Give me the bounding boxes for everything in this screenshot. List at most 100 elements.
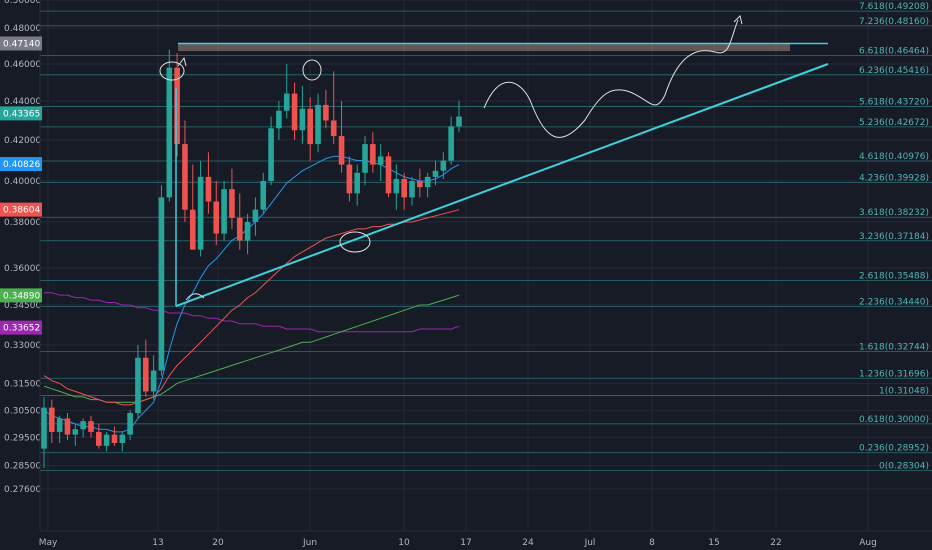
price-tag-bg [0,106,42,121]
time-axis[interactable]: May 13 20 Jun 10 17 24 Jul 8 15 22 Aug [39,530,932,548]
price-tag-label: 0.47140 [3,39,40,49]
candle-body [291,93,298,131]
circle-support [339,231,371,253]
candle-body [96,431,102,446]
candle-body [393,178,400,194]
fib-level-label: 1(0.31048) [879,387,929,397]
price-tag-bg [0,320,42,335]
candle-body [174,67,180,145]
x-tick-label: 22 [770,538,781,548]
candle-body [236,217,243,241]
x-tick-label: 20 [212,538,224,548]
candle-body [111,434,118,443]
fib-level-label: 0.618(0.30000) [859,415,929,425]
candle-body [276,110,282,129]
price-tag-label: 0.43365 [3,109,40,119]
y-tick-label: 0.40000 [4,177,41,187]
candle-body [166,67,173,198]
candle-body [338,136,345,165]
candle-body [80,421,86,430]
y-tick-label: 0.44000 [4,97,41,107]
candle-body [283,93,290,111]
fib-level-label: 6.618(0.46464) [859,47,929,57]
x-tick-label: 8 [649,538,655,548]
candle-body [150,370,157,392]
y-tick-label: 0.28500 [4,461,41,471]
fib-level-label: 6.236(0.45416) [859,66,929,76]
circle-top-2 [302,59,322,81]
drawings [159,15,829,307]
fib-level-label: 7.618(0.49208) [859,2,929,12]
fibonacci-levels: 7.618(0.49208) 7.236(0.48160) 6.618(0.4646… [40,2,932,471]
candle-body [354,172,360,194]
price-tags: 0.47140 0.43365 0.40826 0.38604 0.34890 0.336… [0,36,42,335]
mark-bottom [185,293,205,301]
price-axis[interactable]: 0.50000 0.48000 0.46000 0.44000 0.42000 0.400… [4,0,41,530]
candle-body [323,104,329,121]
resistance-box [178,43,790,52]
arrow-head [733,15,743,25]
ma-purple-line [44,292,460,333]
y-tick-label: 0.29500 [4,433,41,443]
y-tick-label: 0.30500 [4,406,41,416]
candle-body [127,413,133,435]
y-tick-label: 0.27600 [4,485,41,495]
candle-body [103,434,110,446]
candle-body [119,434,126,443]
fib-level-label: 5.618(0.43720) [859,97,929,107]
y-tick-label: 0.36000 [4,264,41,274]
grid-lines [40,0,932,530]
ma-green-line [43,294,460,403]
candle-body [205,176,212,202]
y-tick-label: 0.34500 [4,301,41,311]
y-tick-label: 0.33000 [4,341,41,351]
candle-body [182,144,188,210]
candle-body [135,357,141,414]
candle-body [370,144,376,165]
circle-top-1 [159,61,185,81]
fib-level-label: 3.236(0.37184) [859,232,929,242]
fib-level-label: 2.618(0.35488) [859,272,929,282]
x-tick-label: 13 [152,538,163,548]
moving-averages [43,155,460,433]
price-tag-bg [0,36,42,51]
y-tick-label: 0.42000 [4,136,41,146]
x-tick-label: 17 [460,538,471,548]
fib-level-label: 4.618(0.40976) [859,152,929,162]
candle-body [41,407,47,449]
fib-level-label: 1.236(0.31696) [859,369,929,379]
candle-body [260,181,267,210]
y-tick-label: 0.48000 [4,24,41,34]
fib-level-label: 2.236(0.34440) [859,298,929,308]
x-tick-label: Jul [584,538,596,548]
fib-level-label: 0.236(0.28952) [859,444,929,454]
candle-body [307,108,314,145]
candle-body [448,126,454,161]
candle-body [362,144,368,173]
candle-body [72,429,79,435]
candle-body [268,128,274,181]
candle-body [221,189,227,234]
candle-body [377,156,384,165]
x-tick-label: 10 [398,538,410,548]
candle-body [213,201,220,234]
y-tick-label: 0.38000 [4,218,41,228]
mark-top-1 [177,56,187,67]
x-tick-label: Jun [302,538,317,548]
candle-body [252,209,259,222]
fib-level-label: 4.236(0.39928) [859,173,929,183]
candle-body [158,197,165,371]
candles [41,49,462,468]
candle-body [49,407,55,432]
candle-body [88,421,94,432]
fib-level-label: 5.236(0.42672) [859,118,929,128]
candle-body [189,209,196,250]
y-tick-label: 0.50000 [4,0,41,6]
candle-body [244,222,251,241]
ma-red-line [43,209,460,406]
resistance-zone [178,42,828,52]
x-tick-label: 15 [708,538,719,548]
x-tick-label: Aug [859,538,877,548]
